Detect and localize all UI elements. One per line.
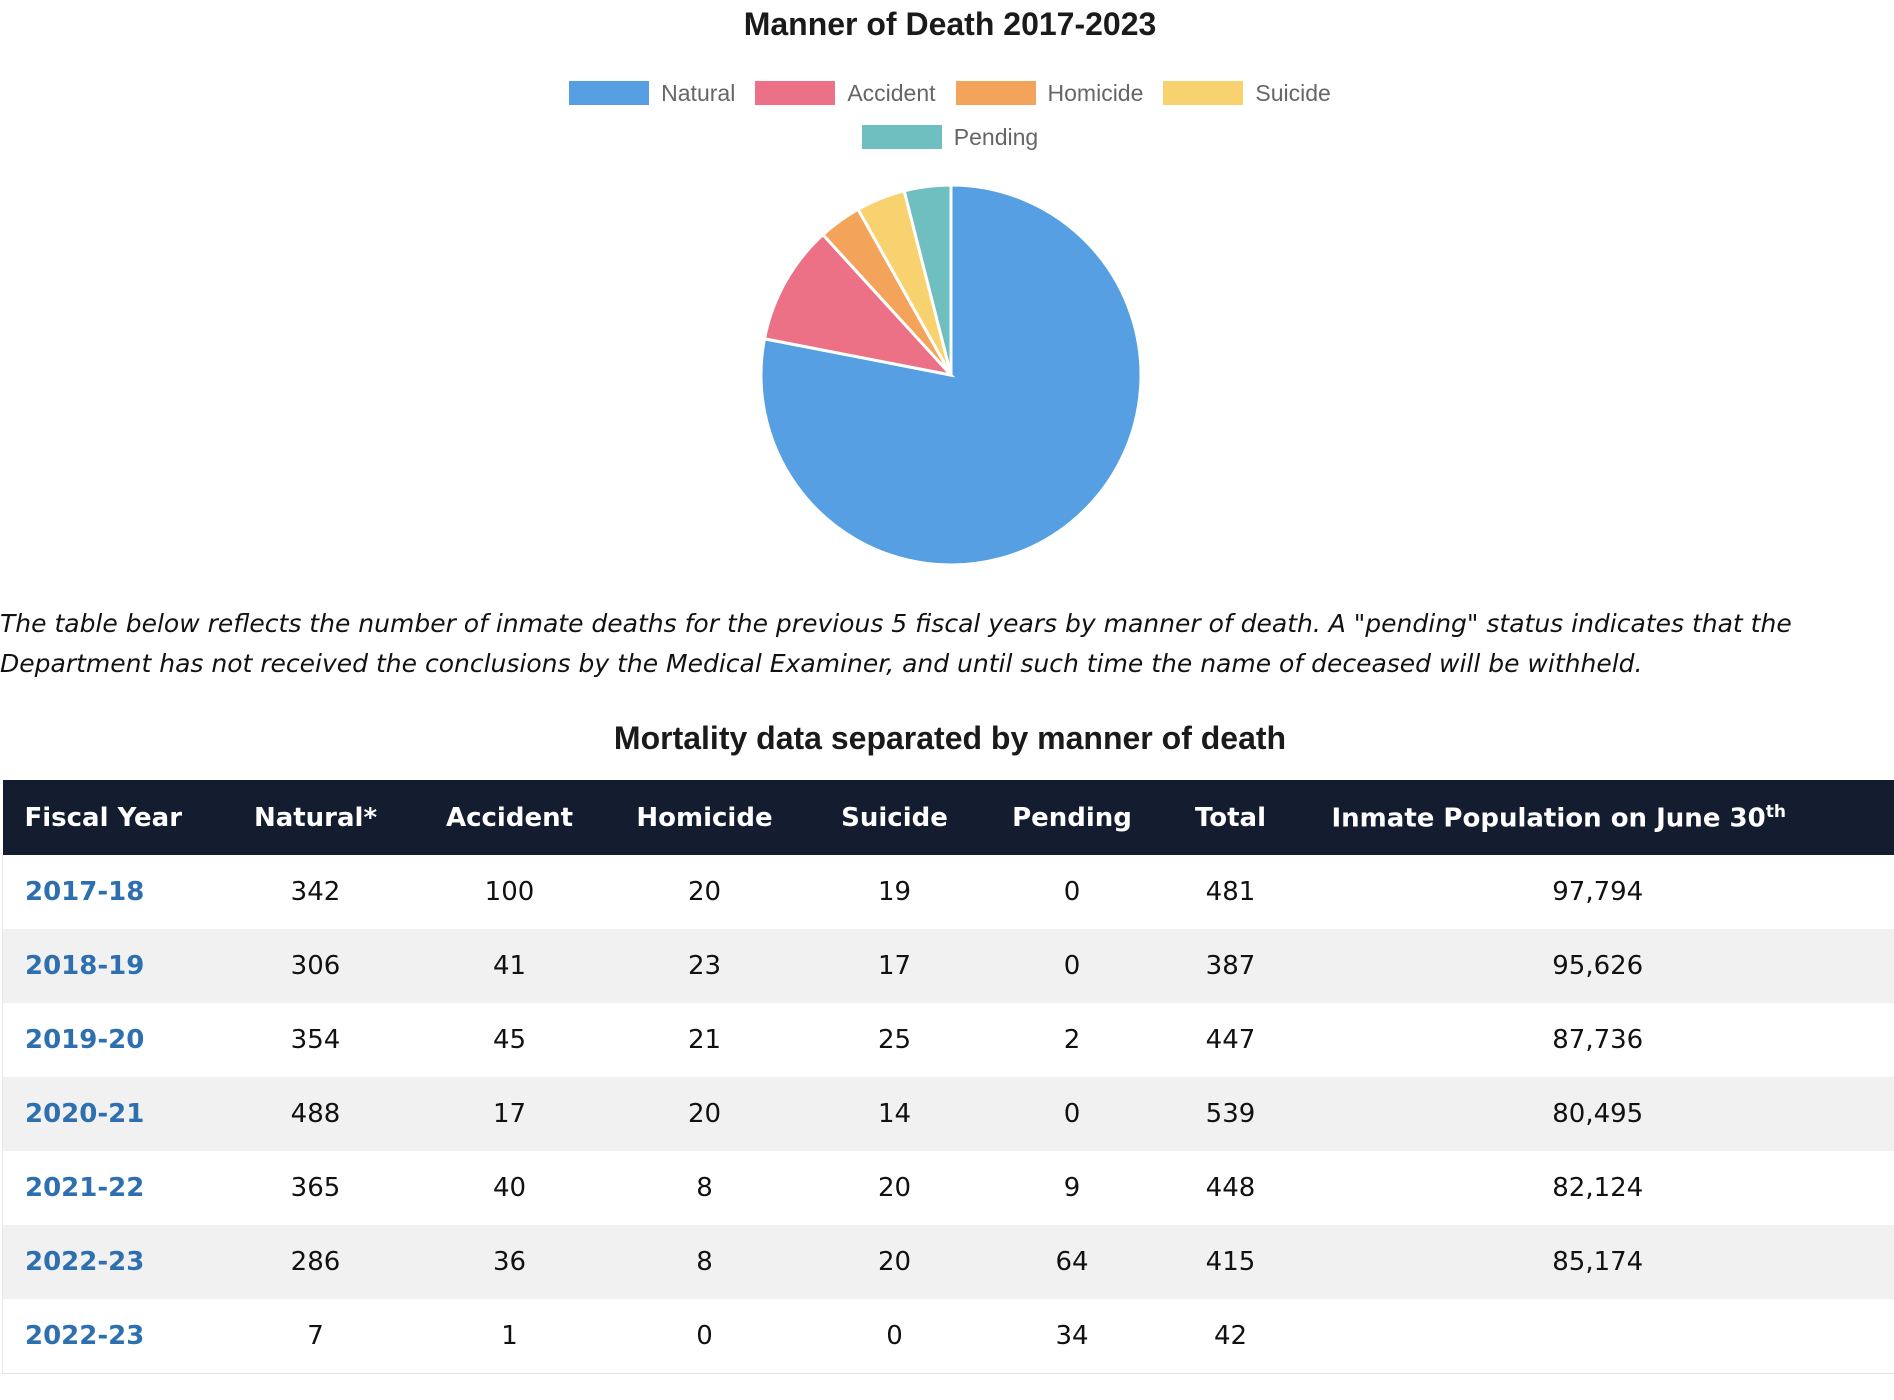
legend-item-natural[interactable]: Natural [569, 78, 735, 108]
cell-natural: 7 [216, 1299, 415, 1374]
cell-homicide: 8 [604, 1225, 805, 1299]
cell-fiscal-year[interactable]: 2017-18 [2, 855, 217, 929]
cell-total: 415 [1159, 1225, 1302, 1299]
cell-population: 87,736 [1552, 1025, 1644, 1055]
cell-homicide: 20 [687, 877, 722, 907]
cell-total: 387 [1159, 929, 1302, 1003]
cell-fiscal-year[interactable]: 2018-19 [2, 929, 217, 1003]
cell-suicide: 20 [877, 1173, 912, 1203]
cell-homicide: 0 [604, 1299, 805, 1374]
cell-fiscal-year[interactable]: 2021-22 [2, 1151, 217, 1225]
cell-suicide: 14 [804, 1077, 985, 1151]
header-accident: Accident [414, 780, 605, 855]
legend-swatch-accident [755, 81, 836, 105]
table-row: 2019-20 354 45 21 25 2 447 87,736 [2, 1003, 1894, 1077]
header-fiscal-year: Fiscal Year [2, 780, 217, 855]
mortality-table: Fiscal Year Natural* Accident Homicide S… [2, 780, 1894, 1374]
cell-total: 448 [1205, 1173, 1256, 1203]
cell-homicide: 20 [604, 1077, 805, 1151]
cell-accident: 45 [492, 1025, 527, 1055]
table-row: 2022-23 286 36 8 20 64 415 85,174 [2, 1225, 1894, 1299]
cell-suicide: 17 [804, 929, 985, 1003]
table-row: 2018-19 306 41 23 17 0 387 95,626 [2, 929, 1894, 1003]
table-header-row: Fiscal Year Natural* Accident Homicide S… [2, 780, 1894, 855]
legend-item-suicide[interactable]: Suicide [1163, 78, 1331, 108]
table-row: 2017-18 342 100 20 19 0 481 97,794 [2, 855, 1894, 929]
cell-fiscal-year[interactable]: 2022-23 [2, 1299, 217, 1374]
cell-pending: 0 [984, 1077, 1160, 1151]
chart-legend: Natural Accident Homicide Suicide [0, 78, 1894, 108]
chart-legend-row-2: Pending [0, 122, 1894, 152]
cell-pending: 0 [984, 929, 1160, 1003]
cell-suicide: 19 [877, 877, 912, 907]
pie-slice-pending[interactable] [902, 183, 953, 376]
cell-pending: 0 [1063, 877, 1081, 907]
header-population: Inmate Population on June 30th [1301, 780, 1894, 855]
cell-accident: 1 [414, 1299, 605, 1374]
header-population-text: Inmate Population on June 30 [1331, 803, 1766, 834]
legend-item-homicide[interactable]: Homicide [955, 78, 1144, 108]
cell-natural: 365 [290, 1173, 341, 1203]
table-row: 2021-22 365 40 8 20 9 448 82,124 [2, 1151, 1894, 1225]
cell-fiscal-year[interactable]: 2019-20 [2, 1003, 217, 1077]
cell-population: 85,174 [1301, 1225, 1894, 1299]
table-row: 2022-23 7 1 0 0 34 42 [2, 1299, 1894, 1374]
legend-swatch-suicide [1163, 81, 1244, 105]
legend-item-accident[interactable]: Accident [755, 78, 936, 108]
cell-homicide: 8 [696, 1173, 713, 1203]
cell-accident: 36 [414, 1225, 605, 1299]
cell-accident: 17 [414, 1077, 605, 1151]
cell-pending: 9 [1063, 1173, 1081, 1203]
legend-swatch-pending [861, 125, 942, 149]
cell-total: 42 [1159, 1299, 1302, 1374]
table-title: Mortality data separated by manner of de… [613, 720, 1287, 756]
cell-total: 539 [1159, 1077, 1302, 1151]
cell-accident: 100 [484, 877, 535, 907]
legend-swatch-homicide [955, 81, 1036, 105]
table-row: 2020-21 488 17 20 14 0 539 80,495 [2, 1077, 1894, 1151]
cell-suicide: 0 [804, 1299, 985, 1374]
header-pending: Pending [984, 780, 1160, 855]
header-suicide: Suicide [804, 780, 985, 855]
cell-pending: 2 [1063, 1025, 1081, 1055]
cell-population: 80,495 [1301, 1077, 1894, 1151]
legend-label-natural: Natural [661, 80, 736, 106]
header-total: Total [1159, 780, 1302, 855]
header-natural: Natural* [216, 780, 415, 855]
cell-suicide: 20 [804, 1225, 985, 1299]
cell-population: 82,124 [1552, 1173, 1644, 1203]
pie-slice-accident[interactable] [762, 232, 956, 378]
legend-label-pending: Pending [953, 124, 1039, 150]
cell-natural: 306 [216, 929, 415, 1003]
cell-total: 481 [1205, 877, 1256, 907]
cell-population: 95,626 [1301, 929, 1894, 1003]
cell-accident: 40 [492, 1173, 527, 1203]
legend-label-homicide: Homicide [1047, 80, 1144, 106]
table-description: The table below reflects the number of i… [0, 609, 1792, 678]
header-population-sup: th [1765, 801, 1786, 822]
cell-suicide: 25 [877, 1025, 912, 1055]
cell-natural: 488 [216, 1077, 415, 1151]
cell-fiscal-year[interactable]: 2022-23 [2, 1225, 217, 1299]
cell-natural: 354 [290, 1025, 341, 1055]
cell-pending: 64 [984, 1225, 1160, 1299]
cell-homicide: 21 [687, 1025, 722, 1055]
legend-item-pending[interactable]: Pending [861, 122, 1039, 152]
cell-homicide: 23 [604, 929, 805, 1003]
cell-population [1301, 1299, 1894, 1374]
cell-natural: 286 [216, 1225, 415, 1299]
chart-title: Manner of Death 2017-2023 [743, 6, 1157, 42]
cell-population: 97,794 [1552, 877, 1644, 907]
cell-fiscal-year[interactable]: 2020-21 [2, 1077, 217, 1151]
cell-accident: 41 [414, 929, 605, 1003]
cell-pending: 34 [984, 1299, 1160, 1374]
cell-total: 447 [1205, 1025, 1256, 1055]
legend-label-accident: Accident [847, 80, 936, 106]
header-homicide: Homicide [604, 780, 805, 855]
cell-natural: 342 [290, 877, 341, 907]
pie-chart [759, 183, 1143, 567]
pie-slice-natural[interactable] [759, 183, 1143, 567]
legend-swatch-natural [569, 81, 650, 105]
legend-label-suicide: Suicide [1255, 80, 1331, 106]
